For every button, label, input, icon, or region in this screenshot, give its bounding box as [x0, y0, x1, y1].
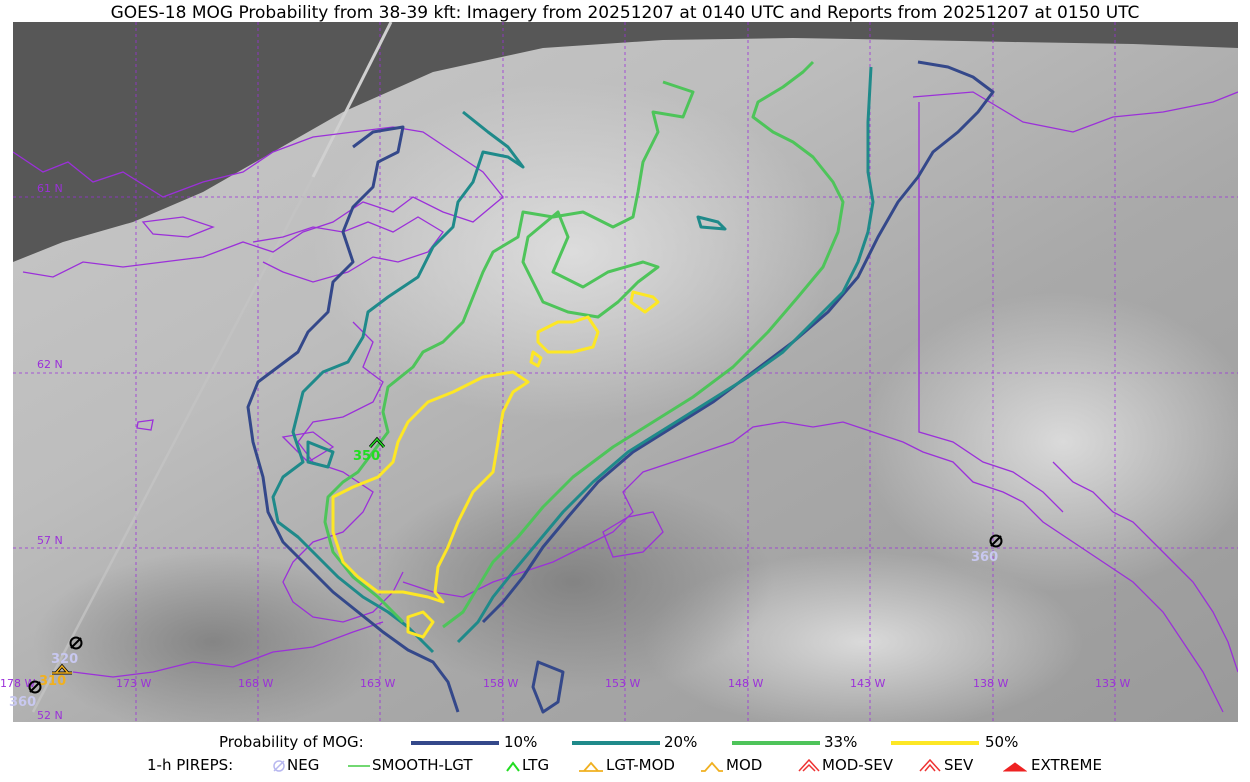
- legend-swatch-10: [411, 741, 499, 745]
- contour-50pct-blob: [536, 315, 600, 354]
- lat-label-57: 57 N: [37, 534, 63, 547]
- contour-50pct-blob: [406, 610, 435, 639]
- legend-label-20: 20%: [664, 733, 698, 751]
- ltg-icon: [506, 761, 520, 772]
- neg-icon[interactable]: [28, 680, 42, 694]
- neg-icon[interactable]: [69, 636, 83, 650]
- lon-label-163: 163 W: [360, 677, 396, 690]
- lat-label-52: 52 N: [37, 709, 63, 722]
- legend-label-lgt-mod: LGT-MOD: [606, 756, 675, 774]
- pirep-label: 320: [51, 652, 79, 667]
- legend-swatch-50: [891, 741, 979, 745]
- pirep-label: 310: [39, 674, 67, 689]
- dark-cloud-patch: [373, 472, 773, 692]
- legend-label-neg: NEG: [287, 756, 320, 774]
- coastline-beaufort: [912, 91, 1238, 133]
- lon-label-168: 168 W: [238, 677, 274, 690]
- smooth-lgt-icon: [348, 765, 370, 767]
- lon-label-133: 133 W: [1095, 677, 1131, 690]
- lgt-mod-icon: [579, 761, 603, 772]
- contour-20pct-islet: [696, 215, 727, 231]
- contour-10pct: [246, 60, 995, 713]
- lon-label-153: 153 W: [605, 677, 641, 690]
- legend-label-mod-sev: MOD-SEV: [822, 756, 893, 774]
- page-title: GOES-18 MOG Probability from 38-39 kft: …: [110, 3, 1140, 23]
- coastline-seward-pen: [252, 216, 444, 283]
- lon-label-158: 158 W: [483, 677, 519, 690]
- probability-legend: Probability of MOG: 10% 20% 33% 50%: [0, 733, 1250, 753]
- bright-cloud-patch: [863, 292, 1238, 592]
- swath-artifact: [311, 22, 393, 178]
- legend-label-33: 33%: [824, 733, 858, 751]
- legend-label-extreme: EXTREME: [1031, 756, 1102, 774]
- legend-swatch-33: [732, 741, 820, 745]
- space-region: [13, 22, 1238, 262]
- contour-33pct: [323, 60, 845, 629]
- neg-icon: [273, 760, 285, 772]
- lon-label-148: 148 W: [728, 677, 764, 690]
- lat-label-61: 61 N: [37, 182, 63, 195]
- contour-50pct-blob: [529, 350, 543, 368]
- coastline-pribilof: [136, 419, 154, 431]
- map-canvas: [13, 22, 1238, 722]
- legend-label-50: 50%: [985, 733, 1019, 751]
- contour-10pct-islet: [531, 660, 565, 714]
- legend-label-10: 10%: [504, 733, 538, 751]
- legend-label-ltg: LTG: [522, 756, 550, 774]
- contour-50pct-blob: [629, 290, 660, 314]
- lgt-mod-icon[interactable]: [51, 663, 73, 675]
- ltg-icon[interactable]: [369, 436, 385, 448]
- dark-cloud-patch: [33, 552, 393, 722]
- coastline-aleutians: [72, 621, 384, 678]
- lon-label-173: 173 W: [116, 677, 152, 690]
- pirep-label: 350: [353, 449, 381, 464]
- coastline-alaska-pen: [402, 421, 1224, 713]
- contour-20pct: [271, 66, 875, 654]
- legend-pirep-title: 1-h PIREPS:: [147, 756, 234, 774]
- lon-label-143: 143 W: [850, 677, 886, 690]
- lon-label-178: 178 W: [0, 677, 36, 690]
- coastline-southeast-ak: [1052, 461, 1238, 673]
- coastline-chukotka: [13, 126, 504, 278]
- legend-label-sev: SEV: [944, 756, 974, 774]
- pirep-legend: 1-h PIREPS: NEG SMOOTH-LGT LTG LGT-MOD M…: [0, 756, 1250, 776]
- lon-label-138: 138 W: [973, 677, 1009, 690]
- legend-label-smooth-lgt: SMOOTH-LGT: [372, 756, 473, 774]
- coastline-alaska-west: [282, 321, 404, 623]
- border-canada: [918, 102, 1064, 513]
- pirep-label: 360: [971, 550, 999, 565]
- legend-label-mod: MOD: [726, 756, 763, 774]
- sev-icon: [919, 758, 941, 772]
- legend-swatch-20: [572, 741, 660, 745]
- neg-icon[interactable]: [989, 534, 1003, 548]
- satellite-map[interactable]: 61 N 62 N 57 N 52 N 178 W 173 W 168 W 16…: [0, 22, 1238, 722]
- lat-label-62: 62 N: [37, 358, 63, 371]
- legend-prob-title: Probability of MOG:: [219, 733, 364, 751]
- mod-icon: [701, 761, 723, 772]
- coastline-st-lawrence: [141, 216, 215, 238]
- pirep-label: 360: [9, 695, 37, 710]
- extreme-icon: [1003, 762, 1027, 772]
- bright-cloud-patch: [313, 82, 833, 422]
- mod-sev-icon: [798, 758, 820, 772]
- contour-50pct: [331, 370, 530, 604]
- swath-artifact: [31, 176, 315, 713]
- coastline-kodiak: [602, 511, 664, 558]
